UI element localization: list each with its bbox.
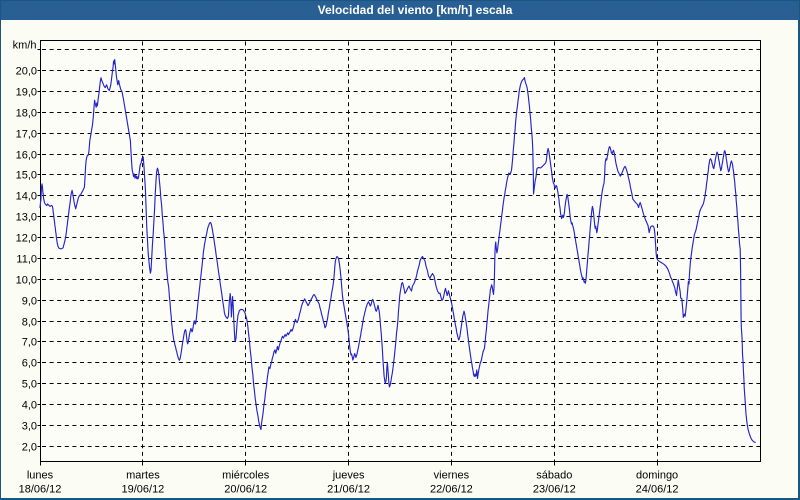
svg-text:4,0: 4,0 [22,400,37,412]
svg-text:martes: martes [126,470,160,482]
svg-text:2,0: 2,0 [22,442,37,454]
svg-text:23/06/12: 23/06/12 [533,484,576,496]
svg-text:22/06/12: 22/06/12 [430,484,473,496]
svg-text:21/06/12: 21/06/12 [327,484,370,496]
svg-text:viernes: viernes [434,470,470,482]
svg-text:9,0: 9,0 [22,296,37,308]
svg-text:domingo: domingo [636,470,678,482]
svg-text:5,0: 5,0 [22,379,37,391]
svg-text:19/06/12: 19/06/12 [121,484,164,496]
svg-text:15,0: 15,0 [16,170,37,182]
svg-text:14,0: 14,0 [16,191,37,203]
svg-text:18/06/12: 18/06/12 [19,484,62,496]
svg-text:6,0: 6,0 [22,358,37,370]
svg-text:17,0: 17,0 [16,129,37,141]
svg-text:18,0: 18,0 [16,108,37,120]
svg-text:20,0: 20,0 [16,66,37,78]
svg-text:20/06/12: 20/06/12 [224,484,267,496]
svg-text:19,0: 19,0 [16,87,37,99]
svg-text:24/06/12: 24/06/12 [636,484,679,496]
svg-text:3,0: 3,0 [22,421,37,433]
svg-text:jueves: jueves [332,470,365,482]
svg-text:8,0: 8,0 [22,317,37,329]
svg-text:km/h: km/h [13,40,37,52]
svg-text:11,0: 11,0 [16,254,37,266]
svg-text:sábado: sábado [536,470,572,482]
svg-text:13,0: 13,0 [16,212,37,224]
svg-text:7,0: 7,0 [22,337,37,349]
svg-text:12,0: 12,0 [16,233,37,245]
svg-text:lunes: lunes [27,470,54,482]
svg-text:16,0: 16,0 [16,150,37,162]
svg-text:miércoles: miércoles [222,470,270,482]
svg-text:10,0: 10,0 [16,275,37,287]
